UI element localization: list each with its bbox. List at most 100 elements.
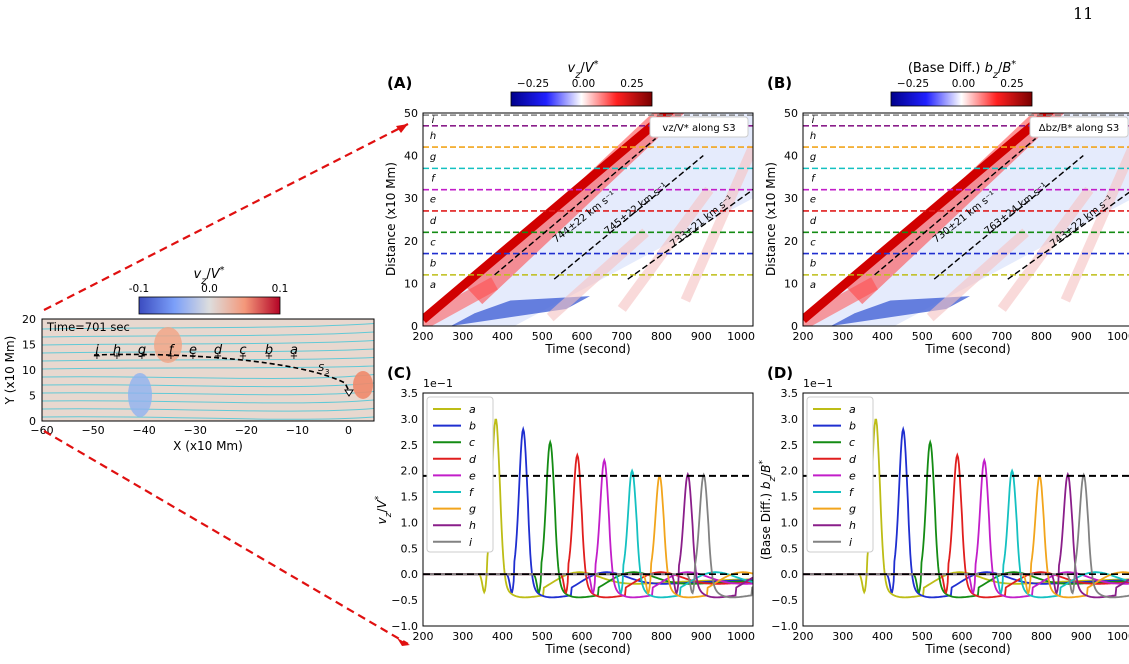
ytick-label: 20 <box>404 235 418 248</box>
streamline <box>41 382 375 388</box>
xtick-label: 200 <box>413 330 434 343</box>
legend-label-h: h <box>469 519 476 532</box>
left-xtick-label: −50 <box>81 424 104 437</box>
left-point-marker-h: + <box>113 351 121 362</box>
heatmap-band-core <box>423 113 675 324</box>
left-orange-lobe <box>154 327 182 363</box>
left-ylabel: Y (x10 Mm) <box>3 336 17 406</box>
left-point-marker-g: + <box>138 351 146 362</box>
legend-label-c: c <box>849 436 855 449</box>
left-colorbar-label: vz/V* <box>194 265 225 287</box>
slit-letter-d: d <box>430 216 437 227</box>
ytick-label: 1.0 <box>401 516 419 529</box>
slit-letter-a: a <box>810 280 816 291</box>
xtick-label: 700 <box>991 330 1012 343</box>
xtick-label: 300 <box>832 630 853 643</box>
xtick-label: 400 <box>492 330 513 343</box>
slit-letter-i: i <box>812 115 815 126</box>
slit-letter-c: c <box>810 237 816 248</box>
streamline <box>41 374 375 380</box>
heatmap-blue-blob <box>830 296 970 326</box>
streamline <box>41 323 375 330</box>
legend-label-i: i <box>849 536 852 549</box>
streamline <box>41 331 375 338</box>
legend-label-d: d <box>469 453 477 466</box>
xtick-label: 900 <box>691 330 712 343</box>
legend-label-b: b <box>849 420 856 433</box>
ytick-label: 2.5 <box>401 439 419 452</box>
left-point-marker-f: + <box>167 351 175 362</box>
legend-label-d: d <box>849 453 857 466</box>
ytick-label: −0.5 <box>391 594 418 607</box>
left-xtick-label: 0 <box>345 424 352 437</box>
xtick-label: 400 <box>872 330 893 343</box>
ytick-label: −0.5 <box>771 594 798 607</box>
slit-letter-h: h <box>810 131 816 142</box>
slit-letter-c: c <box>430 237 436 248</box>
left-point-marker-d: + <box>214 351 222 362</box>
page-number: 11 <box>1073 4 1094 23</box>
left-s3-end <box>344 389 354 397</box>
arrow-bottom <box>43 430 409 645</box>
legend-label-g: g <box>469 503 476 516</box>
xtick-label: 500 <box>912 630 933 643</box>
slit-letter-i: i <box>432 115 435 126</box>
slit-letter-g: g <box>810 152 816 163</box>
legend-box <box>1029 116 1129 138</box>
heatmap-faint-streak <box>997 186 1094 312</box>
legend-label-i: i <box>469 536 472 549</box>
left-xtick-label: −10 <box>286 424 309 437</box>
ytick-label: 0.0 <box>781 568 799 581</box>
ytick-label: 20 <box>784 235 798 248</box>
xlabel: Time (second) <box>544 342 630 356</box>
ytick-label: 0.0 <box>401 568 419 581</box>
left-frame <box>41 318 375 422</box>
panel-label: (A) <box>387 74 412 92</box>
ylabel-D: (Base Diff.) bz/B* <box>758 459 778 560</box>
xtick-label: 700 <box>611 330 632 343</box>
xtick-label: 600 <box>572 330 593 343</box>
ytick-label: 40 <box>784 150 798 163</box>
colorbar-tick-label: 0.00 <box>572 78 595 90</box>
panel-label: (B) <box>767 74 792 92</box>
slit-letter-f: f <box>811 173 816 184</box>
legend-label-f: f <box>469 486 475 499</box>
slit-letter-b: b <box>810 259 816 270</box>
xtick-label: 900 <box>691 630 712 643</box>
heatmap-faint-streak <box>617 186 714 312</box>
xtick-label: 200 <box>793 330 814 343</box>
plot-frame <box>422 392 754 627</box>
legend-label-f: f <box>849 486 855 499</box>
xtick-label: 700 <box>991 630 1012 643</box>
left-colorbar-tick-label: 0.0 <box>201 283 218 295</box>
xtick-label: 800 <box>1031 630 1052 643</box>
colorbar-tick-label: 0.25 <box>620 78 643 90</box>
left-xtick-label: −30 <box>184 424 207 437</box>
left-point-marker-c: + <box>239 351 247 362</box>
xtick-label: 600 <box>952 330 973 343</box>
xtick-label: 1000 <box>727 630 755 643</box>
ytick-label: 0 <box>791 320 798 333</box>
xtick-label: 400 <box>872 630 893 643</box>
left-blue-lobe <box>128 373 152 417</box>
ytick-label: 2.0 <box>401 465 419 478</box>
streamline <box>41 348 375 354</box>
slit-letter-f: f <box>431 173 436 184</box>
left-ytick-label: 0 <box>29 415 36 428</box>
slit-letter-e: e <box>810 195 816 206</box>
xtick-label: 700 <box>611 630 632 643</box>
arrow-bottom-head <box>397 638 410 646</box>
left-point-letter-i: i <box>95 343 99 358</box>
xtick-label: 800 <box>1031 330 1052 343</box>
legend-text: vz/V* along S3 <box>662 123 735 134</box>
xtick-label: 300 <box>832 330 853 343</box>
xlabel: Time (second) <box>544 642 630 656</box>
left-point-letter-e: e <box>189 343 197 358</box>
streamline <box>41 340 375 346</box>
left-xtick-label: −40 <box>133 424 156 437</box>
xtick-label: 600 <box>952 630 973 643</box>
legend-box <box>649 116 749 138</box>
left-ytick-label: 15 <box>22 339 36 352</box>
heatmap-frame <box>422 112 754 327</box>
